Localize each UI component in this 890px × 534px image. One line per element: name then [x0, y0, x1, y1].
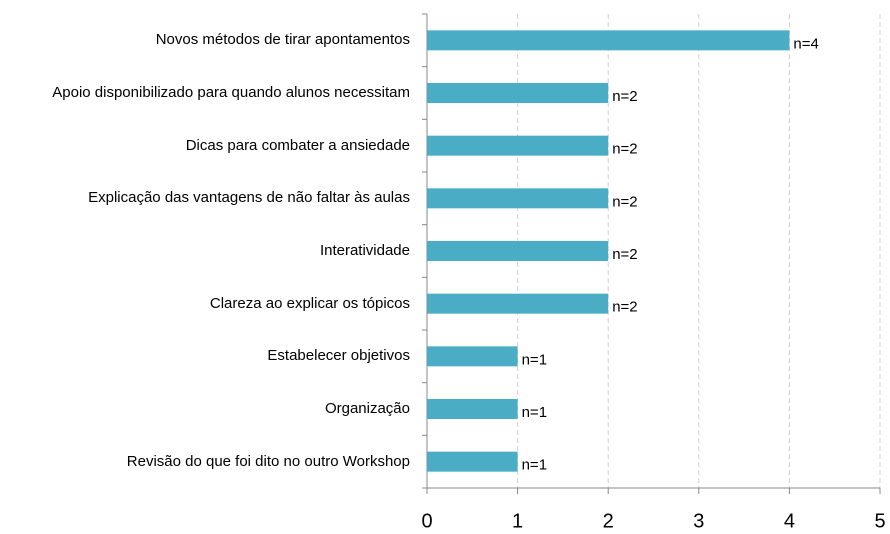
x-tick-label: 3 — [693, 510, 704, 532]
bar — [427, 451, 518, 472]
y-tick-label-box: Dicas para combater a ansiedade — [185, 136, 410, 154]
y-tick-label-box: Revisão do que foi dito no outro Worksho… — [126, 452, 410, 470]
x-tick-label: 1 — [512, 510, 523, 532]
value-label: n=2 — [612, 88, 637, 105]
bar — [427, 83, 609, 103]
bar — [427, 346, 518, 367]
x-tick-label: 5 — [874, 510, 885, 532]
y-tick-label-box: Interatividade — [319, 242, 410, 259]
y-tick-label: Revisão do que foi dito no outro Worksho… — [126, 452, 410, 470]
y-tick-label: Novos métodos de tirar apontamentos — [155, 31, 410, 49]
value-label: n=2 — [612, 246, 637, 263]
x-tick-label: 2 — [603, 510, 614, 532]
value-label: n=4 — [793, 35, 818, 52]
bar — [427, 188, 609, 209]
bar — [427, 241, 609, 261]
value-label: n=2 — [612, 299, 637, 316]
value-label: n=2 — [612, 141, 637, 158]
y-tick-label: Interatividade — [319, 242, 410, 259]
y-tick-label: Organização — [324, 400, 410, 417]
y-tick-label-box: Explicação das vantagens de não faltar à… — [88, 189, 410, 207]
y-tick-label-box: Clareza ao explicar os tópicos — [209, 294, 410, 312]
bar — [427, 135, 609, 156]
y-tick-label: Apoio disponibilizado para quando alunos… — [52, 84, 410, 101]
y-tick-label-box: Apoio disponibilizado para quando alunos… — [52, 84, 410, 101]
bar — [427, 30, 790, 51]
y-tick-label: Explicação das vantagens de não faltar à… — [88, 189, 410, 207]
y-tick-label: Clareza ao explicar os tópicos — [209, 294, 410, 312]
value-label: n=2 — [612, 193, 637, 210]
x-tick-label: 0 — [421, 510, 432, 532]
bar — [427, 293, 609, 314]
y-tick-label-box: Organização — [324, 400, 410, 417]
y-tick-label: Estabelecer objetivos — [267, 347, 410, 365]
x-tick-label: 4 — [784, 510, 795, 532]
y-tick-label: Dicas para combater a ansiedade — [185, 136, 410, 154]
y-tick-label-box: Novos métodos de tirar apontamentos — [155, 31, 410, 49]
value-label: n=1 — [522, 457, 547, 474]
bar — [427, 399, 518, 419]
value-label: n=1 — [522, 351, 547, 368]
value-label: n=1 — [522, 404, 547, 421]
y-tick-label-box: Estabelecer objetivos — [267, 347, 410, 365]
